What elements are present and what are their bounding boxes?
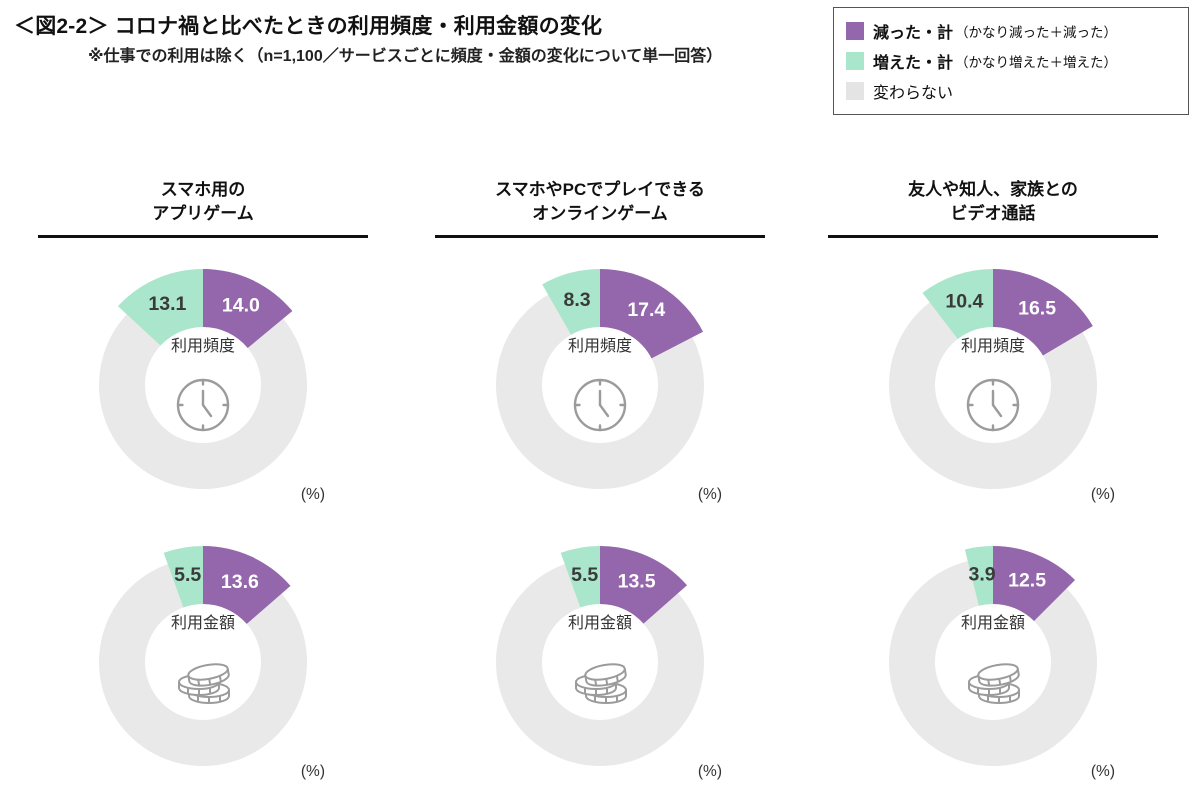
unit-label: (%)	[301, 763, 325, 780]
decreased-segment	[993, 269, 1093, 356]
chart-title-app-games: スマホ用の アプリゲーム	[38, 162, 368, 238]
legend-item-increased: 増えた・計 （かなり増えた＋増えた）	[846, 46, 1176, 76]
legend-detail: （かなり減った＋減った）	[955, 25, 1118, 40]
increased-value: 5.5	[174, 564, 201, 586]
legend-item-decreased: 減った・計 （かなり減った＋減った）	[846, 16, 1176, 46]
donut-svg: 17.4 8.3 利用頻度 (%)	[496, 269, 722, 503]
page-subtitle: ※仕事での利用は除く（n=1,100／サービスごとに頻度・金額の変化について単一…	[88, 48, 723, 65]
metric-label: 利用頻度	[568, 337, 632, 355]
increased-value: 3.9	[969, 564, 996, 586]
clock-icon	[176, 378, 230, 432]
increased-value: 13.1	[148, 293, 186, 315]
chart-title-online-games: スマホやPCでプレイできる オンラインゲーム	[435, 162, 765, 238]
donut-app-games-frequency: 14.0 13.1 利用頻度 (%)	[73, 255, 333, 515]
legend: 減った・計 （かなり減った＋減った） 増えた・計 （かなり増えた＋増えた） 変わ…	[833, 7, 1189, 115]
donut-svg: 13.5 5.5 利用金額 (%)	[496, 546, 722, 780]
donut-svg: 12.5 3.9 利用金額 (%)	[889, 546, 1115, 780]
chart-title-line: スマホ用の	[160, 179, 246, 199]
increased-segment	[964, 546, 993, 606]
increased-swatch	[846, 52, 864, 70]
legend-detail: （かなり増えた＋増えた）	[955, 55, 1118, 70]
increased-value: 5.5	[571, 564, 598, 586]
metric-label: 利用金額	[568, 614, 632, 632]
unit-label: (%)	[698, 763, 722, 780]
donut-video-calls-frequency: 16.5 10.4 利用頻度 (%)	[863, 255, 1123, 515]
metric-label: 利用金額	[171, 614, 235, 632]
coins-icon	[968, 663, 1020, 704]
chart-title-line: ビデオ通話	[950, 204, 1036, 224]
donut-app-games-amount: 13.6 5.5 利用金額 (%)	[73, 532, 333, 792]
metric-label: 利用頻度	[961, 337, 1025, 355]
decreased-segment	[600, 546, 688, 624]
chart-title-line: アプリゲーム	[152, 204, 254, 224]
decreased-value: 17.4	[627, 299, 665, 321]
donut-svg: 16.5 10.4 利用頻度 (%)	[889, 269, 1115, 503]
decreased-segment	[203, 269, 293, 349]
donut-svg: 13.6 5.5 利用金額 (%)	[99, 546, 325, 780]
chart-title-video-calls: 友人や知人、家族との ビデオ通話	[828, 162, 1158, 238]
increased-segment	[542, 269, 600, 335]
unit-label: (%)	[301, 486, 325, 503]
donut-svg: 14.0 13.1 利用頻度 (%)	[99, 269, 325, 503]
decreased-swatch	[846, 22, 864, 40]
chart-title-line: 友人や知人、家族との	[908, 179, 1078, 199]
chart-title-line: スマホやPCでプレイできる	[495, 179, 705, 199]
decreased-value: 12.5	[1008, 570, 1046, 592]
coins-icon	[575, 663, 627, 704]
increased-value: 10.4	[945, 291, 983, 313]
donut-online-games-frequency: 17.4 8.3 利用頻度 (%)	[470, 255, 730, 515]
decreased-value: 13.5	[618, 571, 656, 593]
decreased-segment	[203, 546, 291, 624]
donut-online-games-amount: 13.5 5.5 利用金額 (%)	[470, 532, 730, 792]
metric-label: 利用金額	[961, 614, 1025, 632]
increased-segment	[117, 269, 203, 346]
decreased-value: 13.6	[221, 571, 259, 593]
unit-label: (%)	[1091, 486, 1115, 503]
increased-segment	[922, 269, 993, 339]
legend-label: 減った・計	[873, 25, 954, 42]
increased-value: 8.3	[564, 289, 591, 311]
legend-label: 変わらない	[873, 85, 954, 102]
metric-label: 利用頻度	[171, 337, 235, 355]
chart-title-line: オンラインゲーム	[532, 204, 668, 224]
clock-icon	[966, 378, 1020, 432]
page-title: ＜図2-2＞ コロナ禍と比べたときの利用頻度・利用金額の変化	[14, 15, 603, 38]
coins-icon	[178, 663, 230, 704]
increased-segment	[560, 546, 600, 608]
legend-item-unchanged: 変わらない	[846, 76, 1176, 106]
decreased-segment	[600, 269, 704, 359]
unit-label: (%)	[698, 486, 722, 503]
decreased-segment	[993, 546, 1076, 621]
legend-label: 増えた・計	[873, 55, 954, 72]
clock-icon	[573, 378, 627, 432]
unchanged-swatch	[846, 82, 864, 100]
decreased-value: 16.5	[1018, 298, 1056, 320]
increased-segment	[163, 546, 203, 608]
decreased-value: 14.0	[222, 294, 260, 316]
donut-video-calls-amount: 12.5 3.9 利用金額 (%)	[863, 532, 1123, 792]
unit-label: (%)	[1091, 763, 1115, 780]
